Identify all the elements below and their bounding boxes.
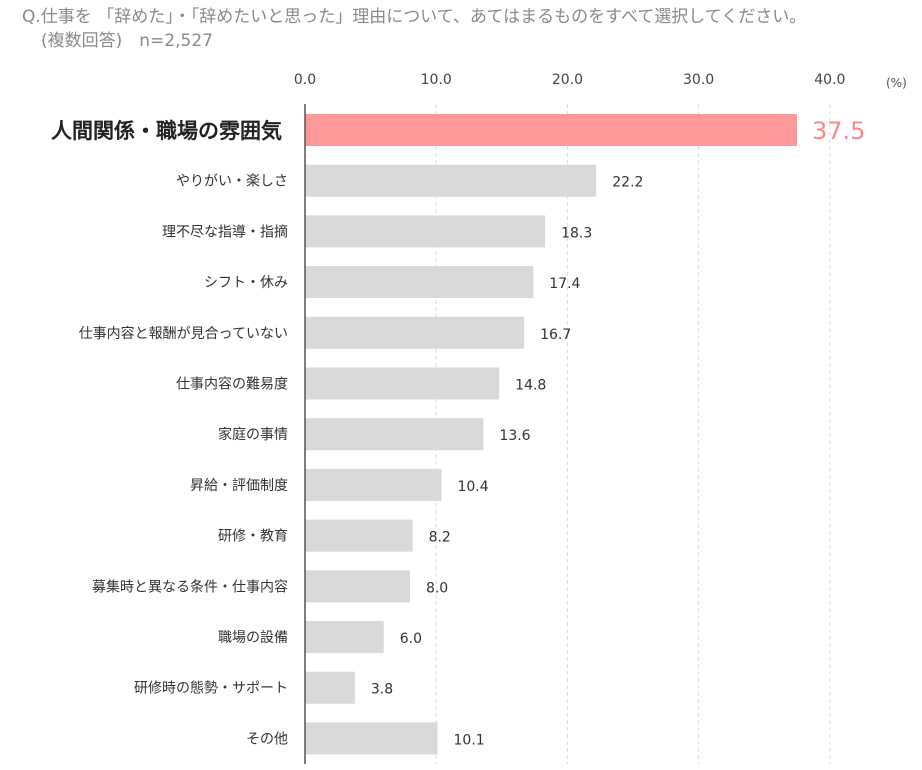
bar: [305, 519, 413, 552]
x-tick-label: 40.0: [814, 72, 845, 88]
bar: [305, 266, 534, 299]
category-label: 募集時と異なる条件・仕事内容: [92, 578, 288, 595]
data-label: 13.6: [499, 428, 530, 444]
data-label: 37.5: [812, 117, 865, 145]
chart-subtitle: (複数回答) n=2,527: [41, 31, 213, 51]
bar: [305, 367, 500, 400]
data-label: 10.4: [457, 479, 488, 495]
category-label: シフト・休み: [204, 275, 288, 291]
x-tick-label: 20.0: [552, 72, 583, 88]
category-label: 仕事内容と報酬が見合っていない: [79, 325, 288, 342]
data-label: 6.0: [400, 631, 422, 647]
bar: [305, 570, 410, 603]
value-labels: 37.5 22.2 18.3 17.4 16.7 14.8 13.6 10.4 8.2 8.0 6.…: [371, 117, 866, 748]
unit-label: (%): [886, 76, 907, 90]
bar: [305, 671, 355, 704]
x-tick-label: 30.0: [683, 72, 714, 88]
bar: [305, 418, 484, 451]
category-label: 人間関係・職場の雰囲気: [51, 119, 282, 143]
bar: [305, 621, 384, 653]
gridlines: [435, 104, 831, 764]
bars: [305, 114, 797, 755]
category-label: 理不尽な指導・指摘: [162, 223, 288, 240]
data-label: 14.8: [515, 378, 546, 394]
category-label: やりがい・楽しさ: [176, 174, 288, 190]
chart-title: Q.仕事を 「辞めた」・「辞めたいと思った」理由について、あてはまるものをすべて…: [22, 7, 807, 27]
category-label: 昇給・評価制度: [190, 478, 288, 494]
bar: [305, 722, 438, 755]
data-label: 3.8: [371, 682, 393, 698]
x-tick-label: 10.0: [421, 72, 452, 88]
data-label: 10.1: [454, 732, 485, 748]
category-label: 職場の設備: [218, 630, 288, 646]
bar: [305, 164, 597, 197]
bar: [305, 468, 442, 501]
category-label: 家庭の事情: [218, 426, 288, 443]
data-label: 18.3: [561, 225, 592, 241]
bar: [305, 114, 797, 146]
data-label: 8.0: [426, 580, 448, 596]
data-label: 8.2: [429, 530, 451, 546]
data-label: 17.4: [549, 276, 580, 292]
category-label: 仕事内容の難易度: [176, 376, 288, 393]
category-label: 研修・教育: [218, 529, 288, 545]
x-tick-label: 0.0: [294, 72, 316, 88]
bar: [305, 215, 546, 248]
x-axis-ticks: 0.0 10.0 20.0 30.0 40.0: [294, 72, 846, 88]
data-label: 22.2: [612, 175, 643, 191]
category-label: その他: [246, 731, 288, 747]
category-labels: 人間関係・職場の雰囲気やりがい・楽しさ理不尽な指導・指摘シフト・休み仕事内容と報…: [51, 119, 288, 747]
bar: [305, 316, 525, 349]
data-label: 16.7: [540, 327, 571, 343]
category-label: 研修時の態勢・サポート: [134, 681, 288, 697]
